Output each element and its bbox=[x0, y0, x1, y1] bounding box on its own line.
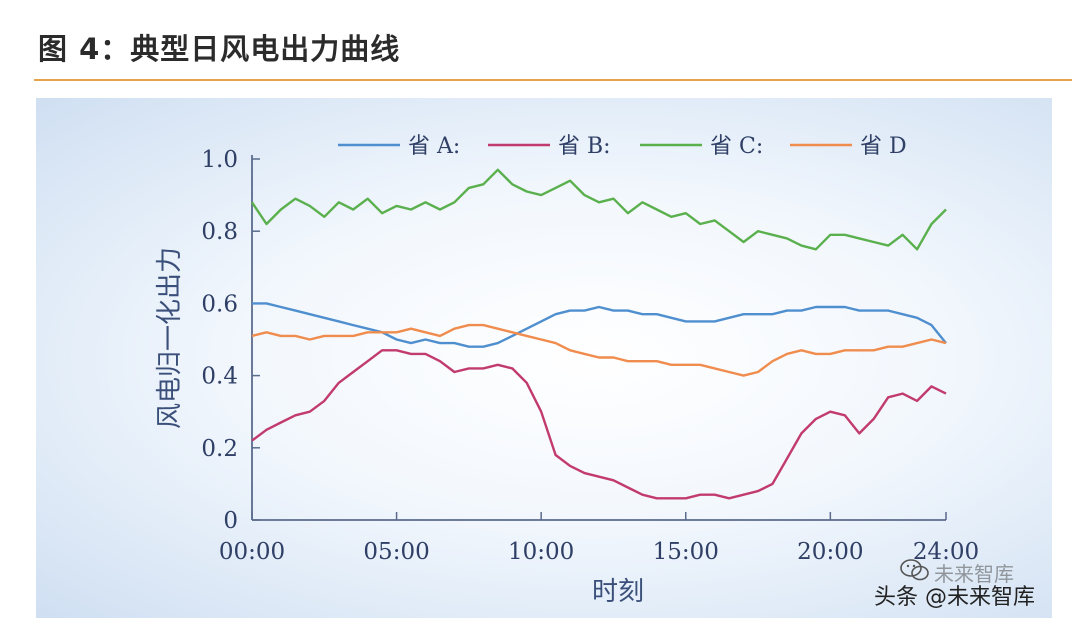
y-axis-title: 风电归一化出力 bbox=[155, 247, 185, 429]
legend: 省 A: 省 B: 省 C: 省 D bbox=[338, 134, 907, 159]
x-tick-label: 10:00 bbox=[508, 539, 574, 565]
legend-label-a: 省 A: bbox=[408, 134, 460, 159]
y-tick-label: 0.2 bbox=[201, 436, 238, 462]
x-tick-label: 24:00 bbox=[913, 539, 979, 565]
y-tick-label: 0.6 bbox=[201, 291, 238, 317]
x-tick-label: 20:00 bbox=[797, 539, 863, 565]
series-line-b bbox=[251, 349, 947, 500]
x-tick-label: 15:00 bbox=[653, 539, 719, 565]
y-tick-label: 0.8 bbox=[201, 219, 238, 245]
x-axis-title: 时刻 bbox=[592, 577, 644, 607]
x-tick-label: 05:00 bbox=[363, 539, 429, 565]
series-layer bbox=[251, 168, 947, 500]
legend-label-c: 省 C: bbox=[710, 134, 763, 159]
watermark-source: 头条 @未来智库 bbox=[874, 585, 1035, 610]
legend-label-b: 省 B: bbox=[558, 134, 611, 159]
series-line-c bbox=[251, 168, 947, 251]
wechat-icon bbox=[900, 559, 929, 581]
axes: 0 0.2 0.4 0.6 0.8 1.0 00:00 05:00 10:00 15:00 20:0… bbox=[201, 147, 979, 565]
series-line-d bbox=[251, 323, 947, 377]
y-tick-label: 0 bbox=[223, 508, 238, 534]
series-line-a bbox=[252, 302, 947, 348]
watermark-brand: 未来智库 bbox=[934, 562, 1014, 586]
y-tick-label: 0.4 bbox=[201, 364, 238, 390]
y-tick-label: 1.0 bbox=[201, 147, 238, 173]
chart-background-panel bbox=[36, 98, 1052, 618]
title-divider bbox=[34, 79, 1072, 81]
figure-title: 图 4：典型日风电出力曲线 bbox=[38, 32, 401, 66]
legend-label-d: 省 D bbox=[860, 134, 907, 159]
x-tick-label: 00:00 bbox=[219, 539, 285, 565]
